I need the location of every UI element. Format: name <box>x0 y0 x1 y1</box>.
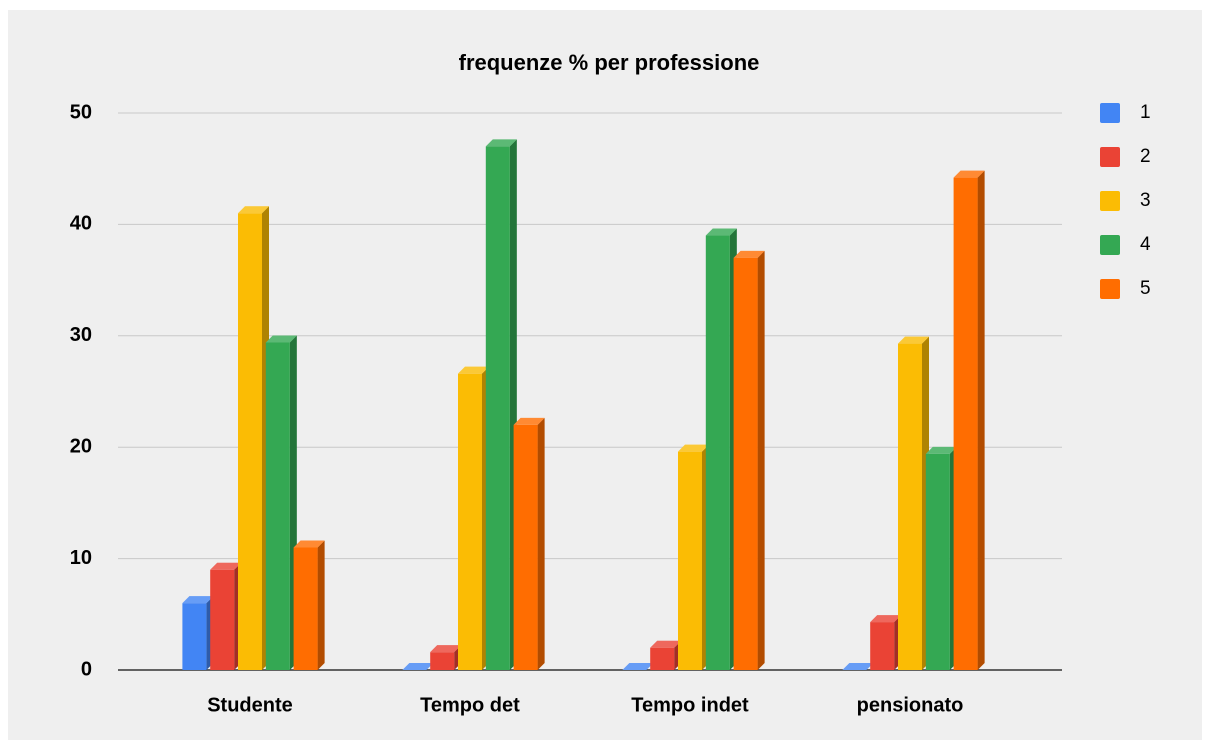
bar <box>238 213 262 670</box>
bar-top <box>953 170 985 178</box>
bar-top-shade <box>402 663 434 670</box>
bar <box>650 647 675 670</box>
x-tick-label: Tempo det <box>420 694 520 716</box>
legend-label: 3 <box>1140 190 1151 211</box>
y-tick-label: 10 <box>70 547 92 569</box>
bar-side-shade <box>757 250 765 670</box>
bar-top <box>513 417 545 425</box>
bar <box>430 652 455 670</box>
legend-label: 5 <box>1140 278 1151 299</box>
bar <box>733 257 758 670</box>
x-tick-label: Studente <box>207 694 293 716</box>
bar-top-shade <box>238 206 269 214</box>
bar <box>705 235 730 671</box>
bar-top <box>265 335 297 343</box>
legend-swatch <box>1100 103 1120 123</box>
bar-top <box>622 663 654 670</box>
bar-top <box>402 663 434 670</box>
bar <box>485 146 510 671</box>
bar-side <box>317 540 325 670</box>
bar-top <box>733 250 765 258</box>
bar-top-shade <box>678 444 709 452</box>
bar <box>925 453 950 670</box>
bar <box>182 603 207 670</box>
bar-top <box>898 336 929 344</box>
bar-top-shade <box>622 663 654 670</box>
bar-side-shade <box>317 540 325 670</box>
legend-label: 1 <box>1140 102 1151 123</box>
x-tick-label: Tempo indet <box>631 694 749 716</box>
bar-top-shade <box>650 640 682 648</box>
bar-top-shade <box>705 228 737 236</box>
bar-top-shade <box>953 170 985 178</box>
bar-top-shade <box>293 540 325 548</box>
bar-top-shade <box>182 596 214 604</box>
bar-top-shade <box>842 663 874 670</box>
bar-top <box>458 366 489 374</box>
bar <box>898 343 922 670</box>
bar-top-shade <box>898 336 929 344</box>
bar-top-shade <box>430 645 462 653</box>
bar <box>513 424 538 670</box>
bar-top-shade <box>733 250 765 258</box>
bar-top <box>293 540 325 548</box>
bar-top <box>430 645 462 653</box>
legend-swatch <box>1100 147 1120 167</box>
legend-label: 2 <box>1140 146 1151 167</box>
bar-top <box>650 640 682 648</box>
y-tick-label: 0 <box>81 658 92 680</box>
bar-top <box>842 663 874 670</box>
bar <box>293 547 318 670</box>
bar-side <box>977 170 985 670</box>
bar-top-shade <box>925 446 957 454</box>
chart-title: frequenze % per professione <box>459 50 760 75</box>
y-tick-label: 50 <box>70 101 92 123</box>
legend-label: 4 <box>1140 234 1151 255</box>
bar-top-shade <box>210 562 242 570</box>
bar-top-shade <box>513 417 545 425</box>
bar-top-shade <box>485 139 517 147</box>
y-tick-label: 30 <box>70 324 92 346</box>
bar-top <box>705 228 737 236</box>
bar <box>210 569 235 670</box>
bar-top-shade <box>265 335 297 343</box>
y-tick-label: 20 <box>70 435 92 457</box>
y-tick-label: 40 <box>70 213 92 235</box>
bar-side <box>537 417 545 670</box>
bar-top <box>238 206 269 214</box>
bar-top <box>210 562 242 570</box>
bar <box>458 373 482 670</box>
bar-top <box>925 446 957 454</box>
bar-side-shade <box>977 170 985 670</box>
bar-top-shade <box>458 366 489 374</box>
bar-top-shade <box>870 615 902 623</box>
bar-top <box>870 615 902 623</box>
bar <box>953 177 978 670</box>
bar-top <box>485 139 517 147</box>
legend-swatch <box>1100 191 1120 211</box>
bar <box>265 342 290 670</box>
bar <box>870 622 895 670</box>
legend-swatch <box>1100 279 1120 299</box>
bar-top <box>678 444 709 452</box>
legend-swatch <box>1100 235 1120 255</box>
bar-side <box>757 250 765 670</box>
bar-top <box>182 596 214 604</box>
bar <box>678 451 702 670</box>
bar-side-shade <box>537 417 545 670</box>
x-tick-label: pensionato <box>857 694 964 716</box>
